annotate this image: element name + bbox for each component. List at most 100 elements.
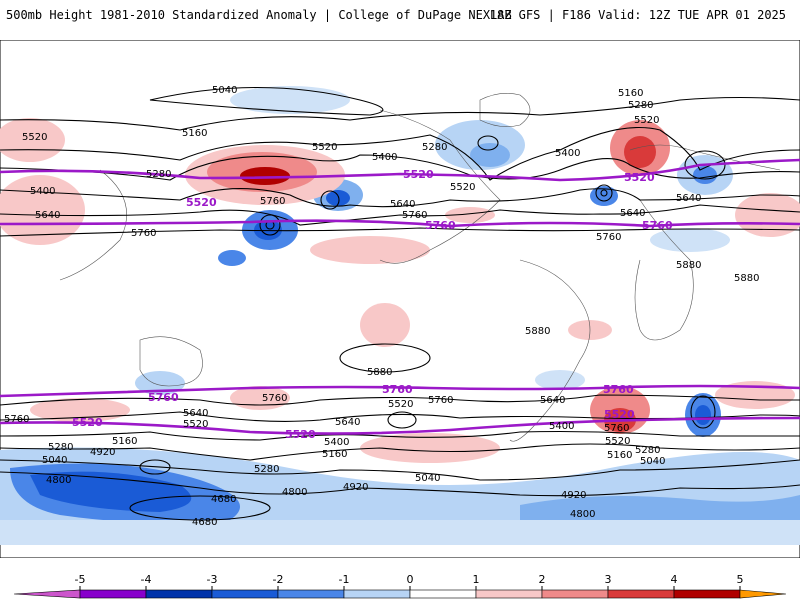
svg-text:5880: 5880 <box>367 367 392 378</box>
colorbar-swatch <box>277 589 345 599</box>
colorbar-swatch <box>607 589 675 599</box>
svg-text:5400: 5400 <box>372 152 397 163</box>
svg-text:5280: 5280 <box>628 100 653 111</box>
colorbar-swatch <box>79 589 147 599</box>
svg-text:5640: 5640 <box>390 199 415 210</box>
svg-text:5640: 5640 <box>183 408 208 419</box>
svg-text:5520: 5520 <box>624 171 655 184</box>
svg-text:5040: 5040 <box>212 85 237 96</box>
colorbar-swatch <box>739 589 787 599</box>
svg-text:4920: 4920 <box>561 490 586 501</box>
svg-text:5880: 5880 <box>734 273 759 284</box>
svg-text:5520: 5520 <box>450 182 475 193</box>
colorbar-tick-label: -5 <box>75 573 86 586</box>
svg-text:5400: 5400 <box>30 186 55 197</box>
svg-text:5760: 5760 <box>425 219 456 232</box>
highlight-contour-labels: 5520 5520 5520 5520 5520 5520 5760 5760 … <box>72 168 673 441</box>
positive-anomaly-shading <box>0 118 800 463</box>
svg-text:5520: 5520 <box>285 428 316 441</box>
svg-text:5040: 5040 <box>640 456 665 467</box>
svg-text:5520: 5520 <box>388 399 413 410</box>
svg-text:5520: 5520 <box>604 408 635 421</box>
svg-text:5640: 5640 <box>540 395 565 406</box>
colorbar-swatch <box>475 589 543 599</box>
svg-text:5760: 5760 <box>148 391 179 404</box>
svg-text:5520: 5520 <box>22 132 47 143</box>
svg-text:5760: 5760 <box>260 196 285 207</box>
colorbar-tick-label: 2 <box>539 573 546 586</box>
colorbar-swatch <box>343 589 411 599</box>
svg-text:5040: 5040 <box>42 455 67 466</box>
svg-text:5640: 5640 <box>335 417 360 428</box>
svg-text:5520: 5520 <box>72 416 103 429</box>
colorbar-tick-label: 5 <box>737 573 744 586</box>
svg-text:5520: 5520 <box>605 436 630 447</box>
svg-text:5640: 5640 <box>676 193 701 204</box>
colorbar-swatch <box>145 589 213 599</box>
svg-text:5400: 5400 <box>324 437 349 448</box>
colorbar-tick-label: -1 <box>339 573 350 586</box>
colorbar-swatches <box>13 589 787 599</box>
negative-anomaly-shading <box>0 86 800 545</box>
weather-map: 5040 5160 5160 5280 5280 5280 5520 5520 … <box>0 40 800 558</box>
svg-text:4800: 4800 <box>282 487 307 498</box>
svg-text:5520: 5520 <box>312 142 337 153</box>
colorbar-swatch <box>13 589 81 599</box>
svg-text:5280: 5280 <box>48 442 73 453</box>
colorbar-ticks: -5 -4 -3 -2 -1 0 1 2 3 4 5 <box>75 573 744 590</box>
svg-text:5760: 5760 <box>428 395 453 406</box>
model-run-label: 18Z GFS | F186 Valid: 12Z TUE APR 01 202… <box>489 8 786 22</box>
colorbar-tick-label: -2 <box>273 573 284 586</box>
colorbar-swatch <box>673 589 741 599</box>
svg-text:4800: 4800 <box>46 475 71 486</box>
svg-text:4800: 4800 <box>570 509 595 520</box>
svg-text:5400: 5400 <box>555 148 580 159</box>
svg-text:5160: 5160 <box>112 436 137 447</box>
svg-text:5640: 5640 <box>620 208 645 219</box>
map-title: 500mb Height 1981-2010 Standardized Anom… <box>6 8 512 22</box>
svg-text:5760: 5760 <box>642 219 673 232</box>
svg-text:5520: 5520 <box>403 168 434 181</box>
colorbar-tick-label: -3 <box>207 573 218 586</box>
svg-text:5760: 5760 <box>603 383 634 396</box>
svg-text:4920: 4920 <box>90 447 115 458</box>
svg-text:5520: 5520 <box>634 115 659 126</box>
svg-text:5040: 5040 <box>415 473 440 484</box>
colorbar-swatch <box>211 589 279 599</box>
colorbar-tick-label: 1 <box>473 573 480 586</box>
colorbar-swatch <box>541 589 609 599</box>
colorbar-tick-label: 0 <box>407 573 414 586</box>
svg-text:5760: 5760 <box>596 232 621 243</box>
svg-text:5760: 5760 <box>262 393 287 404</box>
svg-text:4680: 4680 <box>192 517 217 528</box>
svg-text:5160: 5160 <box>322 449 347 460</box>
colorbar-tick-label: 4 <box>671 573 678 586</box>
colorbar-tick-label: 3 <box>605 573 612 586</box>
svg-text:5280: 5280 <box>422 142 447 153</box>
svg-text:5520: 5520 <box>186 196 217 209</box>
svg-text:5280: 5280 <box>146 169 171 180</box>
svg-text:5760: 5760 <box>604 423 629 434</box>
svg-text:5400: 5400 <box>549 421 574 432</box>
highlighted-contours <box>0 158 800 435</box>
colorbar-tick-label: -4 <box>141 573 152 586</box>
anomaly-colorbar: -5 -4 -3 -2 -1 0 1 2 3 4 5 <box>13 573 787 599</box>
svg-text:4680: 4680 <box>211 494 236 505</box>
colorbar-swatch <box>409 589 477 599</box>
svg-text:5160: 5160 <box>607 450 632 461</box>
height-labels: 5040 5160 5160 5280 5280 5280 5520 5520 … <box>4 85 759 528</box>
svg-text:4920: 4920 <box>343 482 368 493</box>
map-header: 500mb Height 1981-2010 Standardized Anom… <box>0 0 800 40</box>
svg-text:5280: 5280 <box>635 445 660 456</box>
svg-text:5760: 5760 <box>382 383 413 396</box>
svg-text:5760: 5760 <box>131 228 156 239</box>
svg-text:5880: 5880 <box>676 260 701 271</box>
svg-text:5280: 5280 <box>254 464 279 475</box>
coastlines <box>59 93 781 442</box>
svg-text:5880: 5880 <box>525 326 550 337</box>
svg-text:5520: 5520 <box>183 419 208 430</box>
svg-text:5760: 5760 <box>4 414 29 425</box>
svg-text:5640: 5640 <box>35 210 60 221</box>
svg-text:5760: 5760 <box>402 210 427 221</box>
svg-text:5160: 5160 <box>618 88 643 99</box>
